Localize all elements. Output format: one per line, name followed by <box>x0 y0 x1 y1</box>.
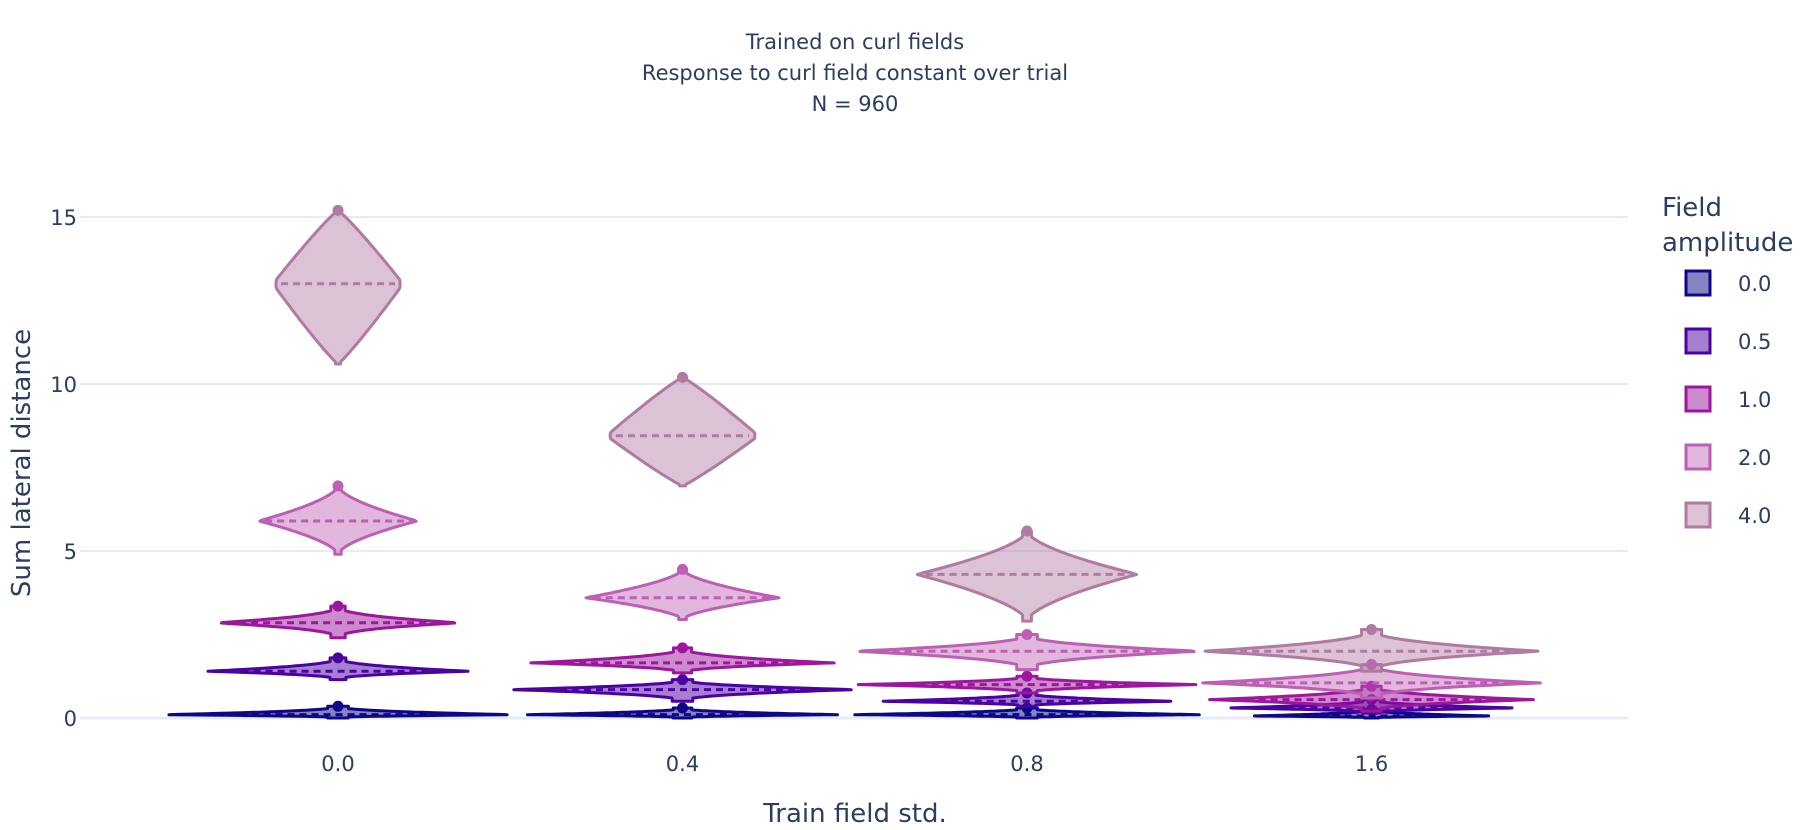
legend-item-0.0[interactable]: 0.0 <box>1684 269 1771 297</box>
y-tick-label: 15 <box>50 206 77 230</box>
violin-outlier-point <box>332 204 344 216</box>
legend-swatch <box>1684 443 1712 471</box>
violin-outlier-point <box>332 700 344 712</box>
violin-shape <box>584 567 781 621</box>
legend-swatch <box>1684 501 1712 529</box>
x-tick-label: 1.6 <box>1355 752 1388 776</box>
legend: Field amplitude 0.0 0.5 1.0 2.0 4.0 <box>1662 193 1793 529</box>
violin-outlier-point <box>677 642 688 654</box>
violin-outlier-point <box>1366 659 1377 671</box>
violin-outlier-point <box>1021 629 1033 640</box>
legend-swatch <box>1684 269 1712 297</box>
legend-label: 2.0 <box>1738 446 1771 470</box>
legend-item-4.0[interactable]: 4.0 <box>1684 501 1771 529</box>
legend-label: 4.0 <box>1738 504 1771 528</box>
violins <box>167 204 1542 720</box>
legend-item-0.5[interactable]: 0.5 <box>1684 327 1771 355</box>
legend-label: 0.0 <box>1738 272 1771 296</box>
violin-outlier-point <box>1366 623 1377 635</box>
violin-shape <box>529 646 836 675</box>
legend-title-line-2: amplitude <box>1662 228 1793 258</box>
violin-outlier-point <box>677 702 688 714</box>
x-tick-label: 0.4 <box>666 752 699 776</box>
legend-label: 0.5 <box>1738 330 1771 354</box>
violin-shape <box>915 529 1139 623</box>
violin-outlier-point <box>677 563 688 575</box>
y-tick-label: 10 <box>50 373 77 397</box>
chart-title-line-2: Response to curl field constant over tri… <box>642 61 1068 85</box>
x-axis-title: Train field std. <box>762 799 947 829</box>
legend-item-2.0[interactable]: 2.0 <box>1684 443 1771 471</box>
violin-outlier-point <box>332 600 344 612</box>
legend-item-1.0[interactable]: 1.0 <box>1684 385 1771 413</box>
violin-outlier-point <box>332 652 344 664</box>
y-axis-title: Sum lateral distance <box>7 329 37 597</box>
violin-series-4.0 <box>274 204 1540 673</box>
x-tick-labels: 0.0 0.4 0.8 1.6 <box>321 752 1388 776</box>
violin-shape <box>856 674 1198 695</box>
chart-title: Trained on curl fields Response to curl … <box>642 30 1068 116</box>
chart-title-line-3: N = 960 <box>812 92 899 116</box>
y-tick-label: 0 <box>64 707 77 731</box>
legend-swatch <box>1684 327 1712 355</box>
legend-swatch <box>1684 385 1712 413</box>
y-tick-label: 5 <box>64 540 77 564</box>
violin-shape <box>608 375 757 488</box>
violin-shape <box>274 208 402 366</box>
violin-series-0.0 <box>167 700 1491 720</box>
violin-shape <box>1203 628 1540 673</box>
x-tick-label: 0.0 <box>321 752 354 776</box>
violin-outlier-point <box>332 480 344 492</box>
legend-title-line-1: Field <box>1662 193 1722 223</box>
violin-outlier-point <box>1021 525 1033 537</box>
violin-outlier-point <box>1021 670 1033 682</box>
legend-label: 1.0 <box>1738 388 1771 412</box>
violin-outlier-point <box>677 674 688 686</box>
legend-items: 0.0 0.5 1.0 2.0 4.0 <box>1684 269 1771 529</box>
chart-title-line-1: Trained on curl fields <box>745 30 964 54</box>
violin-series-2.0 <box>258 480 1542 700</box>
x-tick-label: 0.8 <box>1010 752 1043 776</box>
y-tick-labels: 0 5 10 15 <box>50 206 77 731</box>
violin-outlier-point <box>677 371 688 383</box>
